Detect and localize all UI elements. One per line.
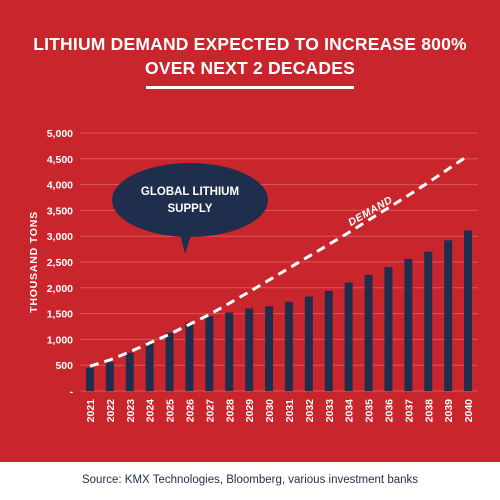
callout-pointer (178, 226, 194, 254)
supply-bar (125, 352, 134, 391)
supply-bars (85, 230, 473, 391)
supply-bar (404, 258, 413, 391)
y-tick-label: 3,000 (47, 231, 73, 243)
y-tick-label: 3,500 (47, 205, 73, 217)
x-tick-label: 2033 (324, 399, 336, 423)
y-tick-label: 2,000 (47, 283, 73, 295)
supply-bar (324, 290, 333, 391)
x-tick-label: 2029 (244, 399, 256, 423)
source-note: Source: KMX Technologies, Bloomberg, var… (81, 474, 418, 486)
y-tick-label: 2,500 (47, 257, 73, 269)
x-tick-label: 2026 (184, 399, 196, 423)
y-tick-label: 4,000 (47, 180, 73, 192)
supply-bar (284, 301, 293, 391)
chart-title: LITHIUM DEMAND EXPECTED TO INCREASE 800%… (0, 32, 500, 80)
supply-bar (464, 230, 473, 391)
x-tick-label: 2025 (165, 399, 177, 423)
y-axis-label: THOUSAND TONS (28, 211, 40, 313)
x-tick-label: 2036 (383, 399, 395, 423)
supply-bar (225, 312, 234, 391)
x-tick-label: 2028 (224, 399, 236, 423)
y-tick-label: 500 (55, 360, 73, 372)
y-tick-label: 1,500 (47, 309, 73, 321)
x-axis: 2021 2022 2023 2024 2025 2026 2027 2028 2029 2030… (85, 399, 475, 423)
title-line-1: LITHIUM DEMAND EXPECTED TO INCREASE 800% (33, 34, 467, 54)
x-tick-label: 2030 (264, 399, 276, 423)
x-tick-label: 2040 (463, 399, 475, 423)
supply-bar (85, 367, 94, 391)
y-tick-label: 4,500 (47, 154, 73, 166)
y-tick-label: - (70, 386, 74, 398)
supply-callout: GLOBAL LITHIUM SUPPLY (112, 163, 268, 254)
callout-line-1: GLOBAL LITHIUM (141, 186, 239, 198)
supply-bar (265, 306, 274, 391)
lithium-chart: - 500 1,000 1,500 2,000 2,500 3,000 3,500 4,000 4… (28, 128, 478, 423)
demand-line (89, 154, 469, 368)
x-tick-label: 2038 (423, 399, 435, 423)
supply-bar (364, 274, 373, 391)
demand-annotation: DEMAND (346, 194, 395, 229)
x-tick-label: 2037 (403, 399, 415, 423)
supply-bar (424, 251, 433, 391)
x-tick-label: 2035 (364, 399, 376, 423)
supply-bar (384, 267, 393, 391)
supply-bar (444, 240, 453, 391)
x-tick-label: 2027 (204, 399, 216, 423)
callout-line-2: SUPPLY (168, 203, 213, 215)
grid (80, 132, 478, 392)
supply-bar (105, 362, 114, 391)
x-tick-label: 2032 (304, 399, 316, 423)
title-line-2: OVER NEXT 2 DECADES (145, 58, 355, 78)
supply-bar (145, 341, 154, 391)
y-tick-label: 5,000 (47, 128, 73, 140)
y-tick-label: 1,000 (47, 334, 73, 346)
x-tick-label: 2031 (284, 399, 296, 423)
y-axis: - 500 1,000 1,500 2,000 2,500 3,000 3,500 4,000 4… (47, 128, 74, 398)
x-tick-label: 2023 (125, 399, 137, 423)
callout-bubble (112, 163, 268, 237)
supply-bar (344, 282, 353, 391)
supply-bar (304, 296, 313, 391)
x-tick-label: 2021 (85, 399, 97, 423)
supply-bar (205, 316, 214, 391)
x-tick-label: 2022 (105, 399, 117, 423)
title-underline (146, 86, 354, 89)
supply-bar (245, 308, 254, 391)
x-tick-label: 2034 (344, 399, 356, 423)
supply-bar (185, 322, 194, 391)
x-tick-label: 2039 (443, 399, 455, 423)
supply-bar (165, 332, 174, 391)
x-tick-label: 2024 (145, 399, 157, 423)
